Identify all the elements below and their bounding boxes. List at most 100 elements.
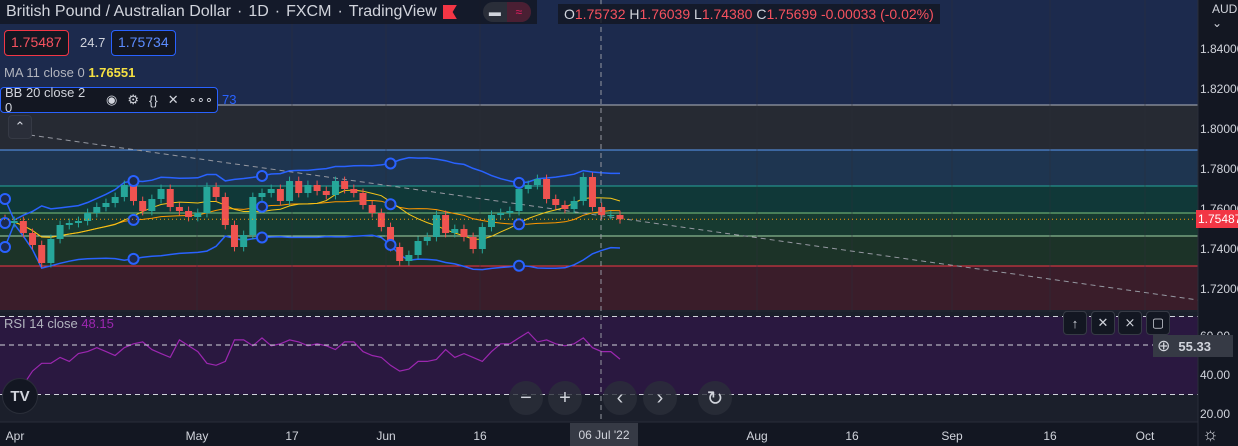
zoom-in-button[interactable]: + xyxy=(548,381,582,415)
scroll-left-button[interactable]: ‹ xyxy=(603,381,637,415)
candle-body xyxy=(102,203,110,207)
separator: · xyxy=(237,3,243,20)
candle-body xyxy=(38,245,46,263)
candle-body xyxy=(65,223,73,225)
candle-body xyxy=(267,189,275,193)
time-tick: Oct xyxy=(1136,429,1155,443)
candle-body xyxy=(598,207,606,215)
wave-icon[interactable]: ≈ xyxy=(506,2,531,22)
interval[interactable]: 1D xyxy=(248,3,269,20)
bb-anchor-point xyxy=(256,169,269,182)
currency-label: AUD xyxy=(1212,2,1238,16)
candle-body xyxy=(487,215,495,227)
candle-body xyxy=(139,201,147,211)
time-tick: 16 xyxy=(1043,429,1057,443)
candle-body xyxy=(185,211,193,217)
collapse-icon: ⨯ xyxy=(1124,315,1136,330)
candle-body xyxy=(451,229,459,233)
candle-body xyxy=(120,185,128,197)
more-icon[interactable]: ∘∘∘ xyxy=(188,92,214,107)
rsi-tick: 40.00 xyxy=(1200,368,1230,382)
candle-body xyxy=(175,207,183,211)
candle-body xyxy=(166,189,174,207)
currency-select[interactable]: AUD ⌄ xyxy=(1212,2,1238,30)
candle-body xyxy=(524,185,532,189)
candle-body xyxy=(579,177,587,201)
flag-icon[interactable] xyxy=(442,5,457,19)
settings-sun-icon[interactable]: ☼ xyxy=(1202,424,1219,444)
ma-legend[interactable]: MA 11 close 0 1.76551 xyxy=(4,65,135,80)
buy-price-button[interactable]: 1.75734 xyxy=(111,30,176,56)
price-tick: 1.74000 xyxy=(1200,242,1238,256)
maximize-icon: ▢ xyxy=(1151,315,1165,330)
rsi-tick: 20.00 xyxy=(1200,407,1230,421)
close-pane-button[interactable]: ✕ xyxy=(1091,311,1115,335)
price-tick: 1.80000 xyxy=(1200,122,1238,136)
chevron-up-icon: ⌃ xyxy=(14,119,26,134)
candle-body xyxy=(84,213,92,221)
collapse-pane-button[interactable]: ⨯ xyxy=(1118,311,1142,335)
scroll-right-button[interactable]: › xyxy=(643,381,677,415)
candle-body xyxy=(359,193,367,205)
close-icon: ✕ xyxy=(1097,315,1109,330)
candle-body xyxy=(368,205,376,213)
trend-line xyxy=(29,134,1199,301)
candle-body xyxy=(607,215,615,216)
time-tick: 17 xyxy=(285,429,299,443)
eye-icon[interactable]: ◉ xyxy=(106,92,118,107)
rsi-legend[interactable]: RSI 14 close 48.15 xyxy=(4,316,114,331)
rsi-value: 48.15 xyxy=(81,316,114,331)
time-tick: Aug xyxy=(746,429,767,443)
bb-label: BB 20 close 2 0 xyxy=(5,85,86,115)
price-tick: 1.84000 xyxy=(1200,42,1238,56)
candle-body xyxy=(387,227,395,247)
source-code-icon[interactable]: {} xyxy=(149,92,158,108)
maximize-pane-button[interactable]: ▢ xyxy=(1146,311,1170,335)
candle-body xyxy=(313,185,321,191)
candle-body xyxy=(515,189,523,211)
settings-icon[interactable]: ⚙ xyxy=(127,92,140,107)
separator: · xyxy=(274,3,281,20)
zoom-out-button[interactable]: − xyxy=(509,381,543,415)
candle-body xyxy=(414,241,422,255)
zone-band xyxy=(0,213,1198,236)
candle-body xyxy=(588,177,596,207)
candle-body xyxy=(533,179,541,185)
candle-body xyxy=(506,211,514,213)
candle-body xyxy=(377,213,385,227)
candle-body xyxy=(240,235,248,247)
bb-anchor-point xyxy=(127,252,140,265)
candle-body xyxy=(148,199,156,211)
time-tick: May xyxy=(186,429,209,443)
bb-anchor-point xyxy=(384,238,397,251)
crosshair-rsi-label: ⊕ 55.33 xyxy=(1153,335,1233,357)
candle-body xyxy=(230,225,238,247)
close-icon[interactable]: ✕ xyxy=(167,92,179,107)
candle-body xyxy=(341,181,349,189)
candle-body xyxy=(74,221,82,223)
move-pane-up-button[interactable]: ↑ xyxy=(1063,311,1087,335)
exchange: FXCM xyxy=(286,3,332,20)
bb-anchor-point xyxy=(256,231,269,244)
candle-body xyxy=(111,197,119,203)
time-tick: Apr xyxy=(6,429,25,443)
tradingview-logo[interactable]: TV xyxy=(2,378,38,414)
visibility-toggle[interactable]: ▬ ≈ xyxy=(482,2,531,22)
bb-legend[interactable]: BB 20 close 2 0 ◉ ⚙ {} ✕ ∘∘∘ xyxy=(0,85,218,115)
candle-body xyxy=(258,193,266,197)
candle-body xyxy=(56,225,64,239)
candle-body xyxy=(570,201,578,209)
candle-body xyxy=(322,191,330,195)
collapse-legend-button[interactable]: ⌃ xyxy=(8,115,32,139)
symbol-title[interactable]: British Pound / Australian Dollar xyxy=(6,3,231,20)
candle-body xyxy=(543,179,551,199)
sell-price-button[interactable]: 1.75487 xyxy=(4,30,69,56)
add-icon[interactable]: ⊕ xyxy=(1157,338,1171,355)
reset-chart-button[interactable]: ↻ xyxy=(698,381,732,415)
bb-anchor-point xyxy=(513,218,526,231)
minus-icon[interactable]: ▬ xyxy=(488,5,501,19)
price-tick: 1.82000 xyxy=(1200,82,1238,96)
bb-anchor-point xyxy=(384,157,397,170)
bb-anchor-point xyxy=(513,259,526,272)
